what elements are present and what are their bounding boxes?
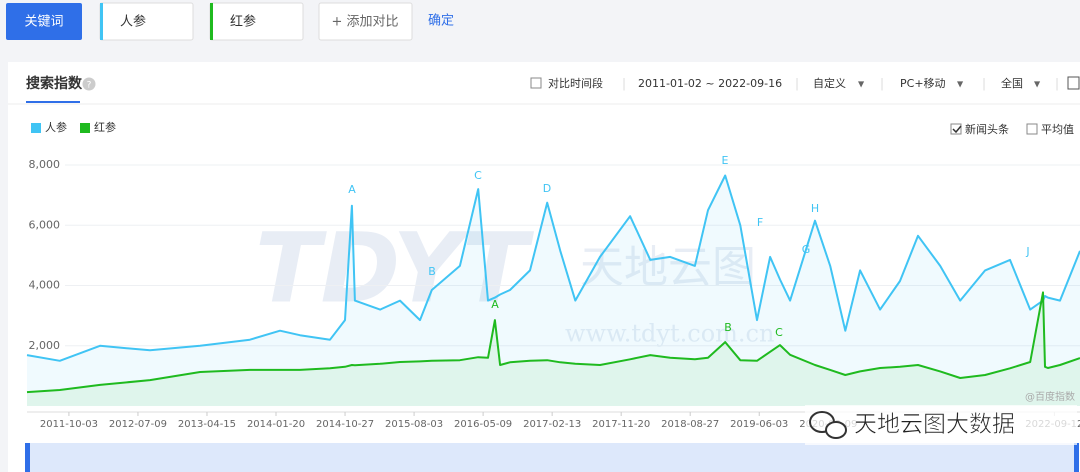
annotation: B [428,265,436,278]
custom-select[interactable]: 自定义 [813,76,846,90]
legend-label: 人参 [45,120,67,134]
annotation: C [775,326,783,339]
annotation: A [348,183,356,196]
x-tick-label: 2012-07-09 [109,419,167,430]
y-tick-label: 2,000 [29,339,61,352]
region-select[interactable]: 全国 [1001,76,1023,90]
x-tick-label: 2015-08-03 [385,419,443,430]
x-tick-label: 2019-06-03 [730,419,788,430]
dropdown-arrow: ▼ [1034,80,1041,89]
annotation: H [811,202,819,215]
device-select[interactable]: PC+移动 [900,77,946,90]
annotation: A [491,298,499,311]
compare-checkbox[interactable] [530,77,542,89]
range-slider[interactable] [27,443,1078,472]
option-label[interactable]: 新闻头条 [965,122,1009,136]
dropdown-arrow: ▼ [957,80,964,89]
keyword-text: 红参 [230,14,256,30]
slider-handle[interactable] [1074,443,1079,472]
legend-label: 红参 [94,120,116,134]
keyword-inputs: 人参 红参 [99,2,304,41]
keyword-color-bar [210,3,213,40]
y-tick-label: 4,000 [29,279,61,292]
annotation: C [474,169,482,182]
date-range[interactable]: 2011-01-02 ~ 2022-09-16 [638,77,782,90]
annotation: B [724,321,732,334]
y-tick-label: 8,000 [29,158,61,171]
keyword-text: 人参 [120,14,146,30]
overlay-text: 天地云图大数据 [854,412,1015,438]
keyword-button-label: 关键词 [24,15,63,30]
watermark-url: www.tdyt.com.cn [565,320,774,348]
area [27,175,1080,406]
wechat-icon [825,421,847,439]
annotation: D [543,182,551,195]
share-icon[interactable] [1067,76,1080,90]
legend-swatch [80,123,90,133]
dropdown-arrow: ▼ [858,80,865,89]
x-tick-label: 2016-05-09 [454,419,512,430]
add-compare-label: + 添加对比 [331,15,398,30]
chart: 2,000 4,000 6,000 8,000 2011-10-03 2012-07-09… [26,120,1080,430]
watermark-logo: TDYT [255,212,534,324]
x-tick-label: 2017-02-13 [523,419,581,430]
option-checkbox[interactable] [1026,123,1038,135]
separator: | [795,77,799,91]
annotation: F [757,216,763,229]
watermark-name: 天地云图 [580,242,756,293]
area [27,292,1080,406]
separator: | [880,77,884,91]
overlay-background [805,405,1077,445]
x-tick-label: 2013-04-15 [178,419,236,430]
slider-handle[interactable] [25,443,30,472]
option-label[interactable]: 平均值 [1041,123,1074,136]
option-checkbox[interactable] [950,123,962,135]
x-tick-label: 2011-10-03 [40,419,98,430]
confirm-link[interactable]: 确定 [428,14,454,29]
keyword-input[interactable] [209,2,304,41]
compare-period[interactable]: 对比时间段 [548,76,603,90]
separator: | [622,77,626,91]
help-icon-mark: ? [87,81,92,91]
annotation: J [1025,245,1029,258]
help-icon[interactable] [82,77,96,91]
annotation: G [802,243,811,256]
source-label: @百度指数 [1025,390,1075,403]
keyword-button[interactable] [6,3,82,40]
check-mark [952,125,962,134]
x-tick-label: 2018-08-27 [661,419,719,430]
line [26,291,1080,394]
keyword-color-bar [100,3,103,40]
add-compare-button[interactable] [318,2,413,41]
line [26,174,1080,362]
y-tick-label: 6,000 [29,218,61,231]
x-tick-label: 2017-11-20 [592,419,650,430]
annotation: E [722,154,729,167]
separator: | [1055,77,1059,91]
panel [8,62,1080,472]
separator: | [982,77,986,91]
x-tick-label: 2014-01-20 [247,419,305,430]
keyword-input[interactable] [99,2,194,41]
panel-title: 搜索指数 [26,75,83,92]
legend-swatch [31,123,41,133]
x-tick-label: 2014-10-27 [316,419,374,430]
